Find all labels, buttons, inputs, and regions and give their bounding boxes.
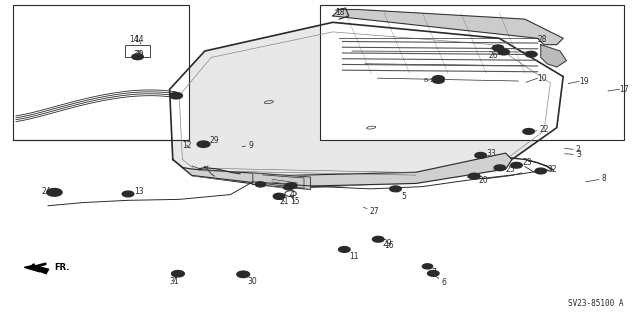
Text: 29: 29 — [376, 239, 392, 248]
Polygon shape — [24, 265, 49, 274]
Circle shape — [525, 51, 537, 57]
Circle shape — [273, 193, 285, 199]
Text: 1: 1 — [192, 166, 207, 175]
Circle shape — [197, 141, 210, 147]
Text: 5: 5 — [396, 190, 406, 201]
Text: 24: 24 — [42, 187, 54, 196]
Circle shape — [511, 162, 522, 168]
Circle shape — [492, 45, 504, 51]
Text: 22: 22 — [529, 125, 549, 134]
Text: 17: 17 — [620, 85, 629, 94]
Circle shape — [433, 78, 444, 83]
Text: 11: 11 — [344, 250, 359, 261]
Text: 29: 29 — [204, 137, 220, 145]
Circle shape — [255, 182, 266, 187]
Text: 8: 8 — [586, 174, 606, 183]
Bar — [320, 5, 624, 140]
Text: 21: 21 — [280, 197, 289, 206]
Text: 15: 15 — [290, 195, 300, 206]
Circle shape — [422, 264, 433, 269]
Text: 20: 20 — [474, 176, 488, 185]
Circle shape — [122, 191, 134, 197]
Text: 19: 19 — [579, 77, 589, 86]
Circle shape — [132, 54, 143, 60]
Circle shape — [468, 173, 480, 179]
Text: 14: 14 — [129, 35, 140, 44]
Polygon shape — [182, 153, 512, 187]
Text: 18: 18 — [335, 8, 344, 17]
Text: 25: 25 — [500, 165, 515, 174]
Polygon shape — [170, 22, 563, 188]
Bar — [125, 45, 150, 57]
Circle shape — [433, 76, 444, 81]
Text: 6: 6 — [433, 274, 447, 287]
Polygon shape — [541, 45, 566, 67]
Text: 30: 30 — [243, 275, 257, 286]
Text: 13: 13 — [128, 187, 144, 196]
Polygon shape — [253, 173, 310, 189]
Circle shape — [428, 271, 439, 276]
Text: 14: 14 — [134, 35, 144, 44]
Circle shape — [390, 186, 401, 192]
Bar — [13, 5, 189, 140]
Circle shape — [285, 183, 297, 189]
Circle shape — [170, 93, 182, 99]
Text: 3: 3 — [564, 150, 581, 159]
Text: 27: 27 — [364, 207, 380, 216]
Circle shape — [494, 165, 506, 171]
Circle shape — [523, 129, 534, 134]
Circle shape — [47, 189, 62, 196]
Circle shape — [475, 152, 486, 158]
Text: SV23-85100 A: SV23-85100 A — [568, 299, 624, 308]
Circle shape — [274, 194, 284, 199]
Text: 26: 26 — [489, 51, 499, 60]
Text: 28: 28 — [538, 35, 547, 44]
Text: 33: 33 — [481, 149, 496, 158]
Circle shape — [284, 185, 294, 190]
Circle shape — [535, 168, 547, 174]
Polygon shape — [333, 10, 563, 45]
Circle shape — [498, 49, 509, 55]
Text: 2: 2 — [564, 145, 580, 154]
Text: 9: 9 — [242, 141, 253, 150]
Circle shape — [237, 271, 250, 278]
Text: 4: 4 — [290, 187, 295, 199]
Text: 29: 29 — [133, 50, 144, 59]
Text: 32: 32 — [541, 165, 557, 174]
Text: 16: 16 — [378, 240, 394, 250]
Text: FR.: FR. — [54, 263, 70, 271]
Circle shape — [372, 236, 384, 242]
Text: 31: 31 — [170, 274, 179, 286]
Text: 23: 23 — [516, 158, 532, 167]
Text: 7: 7 — [428, 267, 436, 277]
Text: 10: 10 — [538, 74, 547, 83]
Text: B-15: B-15 — [424, 78, 438, 83]
Circle shape — [339, 247, 350, 252]
Text: 12: 12 — [182, 141, 191, 150]
Text: 29: 29 — [133, 50, 142, 56]
Circle shape — [172, 271, 184, 277]
